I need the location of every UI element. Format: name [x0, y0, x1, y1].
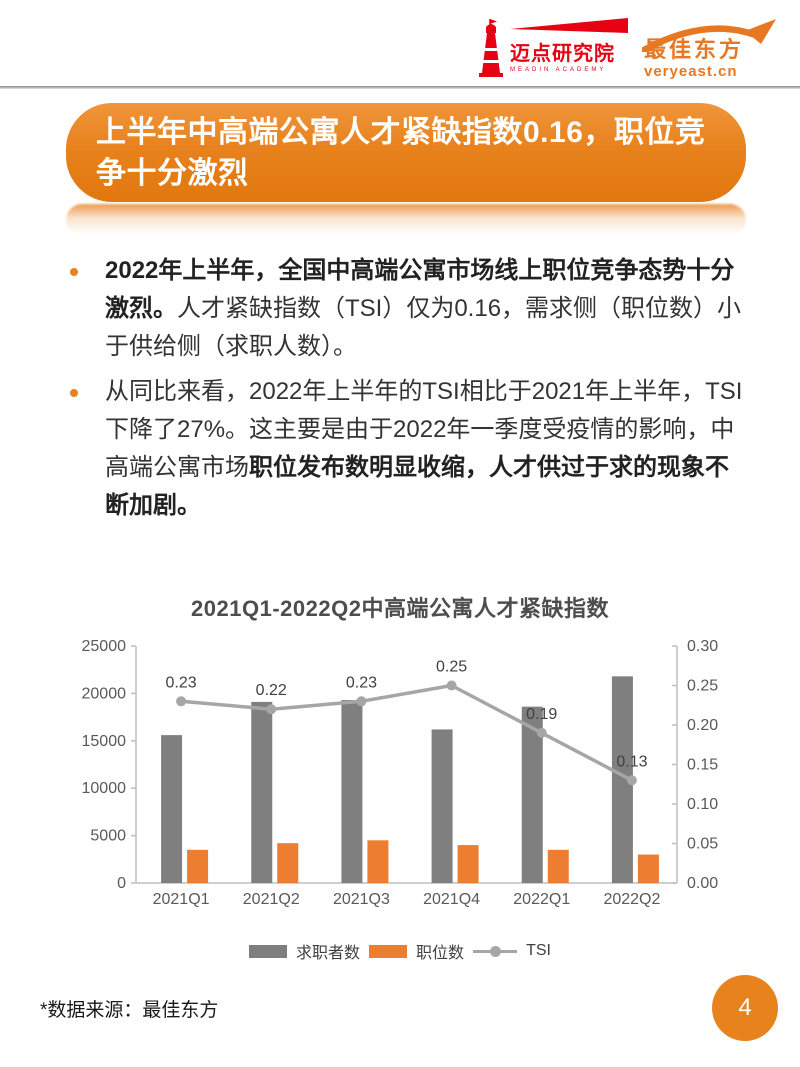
- veryeast-logo: 最佳东方 veryeast.cn: [640, 18, 778, 80]
- bullet-2-bold-segment: 职位发布数明显收缩，人才供过于求的现象不断加剧。: [105, 454, 729, 519]
- tick-label-right: 0.05: [687, 836, 718, 853]
- tick-label-left: 0: [117, 875, 126, 892]
- bullet-2-regular-segment: 从同比来看，2022年上半年的TSI相比于2021年上半年，TSI下降了27%。…: [105, 378, 743, 481]
- bullet-list: 2022年上半年，全国中高端公寓市场线上职位竞争态势十分激烈。人才紧缺指数（TS…: [70, 252, 748, 532]
- tick-label-left: 5000: [90, 828, 126, 845]
- marker-tsi-2021Q2: [266, 704, 277, 715]
- bar-positions-2021Q3: [367, 840, 389, 883]
- tick-label-left: 25000: [82, 638, 127, 655]
- bullet-dot-icon: [70, 268, 78, 276]
- legend-swatch-jobseekers: [249, 944, 288, 958]
- meadin-logo-subtext: MEADIN ACADEMY: [510, 67, 607, 73]
- bullet-item-1: 2022年上半年，全国中高端公寓市场线上职位竞争态势十分激烈。人才紧缺指数（TS…: [70, 252, 748, 366]
- title-banner: 上半年中高端公寓人才紧缺指数0.16，职位竞争十分激烈: [66, 103, 746, 202]
- tick-label-right: 0.30: [687, 638, 718, 655]
- page-title: 上半年中高端公寓人才紧缺指数0.16，职位竞争十分激烈: [96, 115, 706, 190]
- legend-label-positions: 职位数: [416, 945, 465, 962]
- bar-jobseekers-2022Q2: [611, 676, 633, 883]
- legend-label-jobseekers: 求职者数: [296, 945, 361, 962]
- bar-positions-2022Q1: [547, 849, 569, 883]
- legend-label-tsi: TSI: [526, 942, 551, 959]
- bar-positions-2021Q2: [277, 843, 299, 883]
- data-label-tsi-2021Q3: 0.23: [346, 674, 377, 691]
- marker-tsi-2022Q1: [536, 727, 547, 738]
- category-label: 2022Q2: [603, 891, 660, 908]
- tick-label-right: 0.10: [687, 796, 718, 813]
- chart-legend: 求职者数 职位数 TSI: [0, 939, 800, 963]
- meadin-logo-text: 迈点研究院: [510, 43, 615, 65]
- marker-tsi-2022Q2: [626, 775, 637, 786]
- bullet-text-1: 2022年上半年，全国中高端公寓市场线上职位竞争态势十分激烈。人才紧缺指数（TS…: [105, 252, 748, 366]
- tick-label-right: 0.15: [687, 757, 718, 774]
- bar-jobseekers-2021Q3: [341, 700, 363, 883]
- header-logos: 迈点研究院 MEADIN ACADEMY 最佳东方 veryeast.cn: [476, 18, 776, 80]
- bullet-text-2: 从同比来看，2022年上半年的TSI相比于2021年上半年，TSI下降了27%。…: [105, 373, 748, 525]
- bullet-dot-icon: [70, 389, 78, 397]
- marker-tsi-2021Q4: [446, 680, 457, 691]
- chart-title: 2021Q1-2022Q2中高端公寓人才紧缺指数: [191, 596, 609, 621]
- bar-positions-2022Q2: [637, 854, 659, 883]
- category-label: 2021Q4: [423, 891, 480, 908]
- data-label-tsi-2021Q2: 0.22: [256, 682, 287, 699]
- bullet-1-regular-segment: 人才紧缺指数（TSI）仅为0.16，需求侧（职位数）小于供给侧（求职人数）。: [105, 295, 742, 360]
- tick-label-right: 0.00: [687, 875, 718, 892]
- category-label: 2021Q3: [333, 891, 390, 908]
- veryeast-swoosh-icon: [640, 18, 778, 57]
- tick-label-right: 0.20: [687, 717, 718, 734]
- page-number-badge: 4: [712, 975, 778, 1041]
- tick-label-left: 15000: [82, 733, 127, 750]
- tsi-combo-chart: 0 5000 10000 15000 20000 25000 0.00 0.05 0.10 0.1…: [72, 632, 732, 916]
- chart-canvas: 0 5000 10000 15000 20000 25000 0.00 0.05 0.10 0.1…: [82, 638, 719, 908]
- banner-reflection: [66, 204, 746, 236]
- legend-swatch-positions: [369, 944, 408, 958]
- bullet-1-bold-segment: 2022年上半年，全国中高端公寓市场线上职位竞争态势十分激烈。: [105, 257, 735, 322]
- data-label-tsi-2022Q2: 0.13: [616, 753, 647, 770]
- tick-label-left: 20000: [82, 685, 127, 702]
- bar-positions-2021Q4: [457, 845, 479, 883]
- line-tsi: [180, 683, 633, 782]
- meadin-beam-icon: [510, 18, 628, 42]
- tick-label-right: 0.25: [687, 678, 718, 695]
- marker-tsi-2021Q1: [176, 696, 187, 707]
- category-label: 2021Q2: [243, 891, 300, 908]
- tick-label-left: 10000: [82, 780, 127, 797]
- data-label-tsi-2022Q1: 0.19: [526, 706, 557, 723]
- bullet-item-2: 从同比来看，2022年上半年的TSI相比于2021年上半年，TSI下降了27%。…: [70, 373, 748, 525]
- meadin-logo: 迈点研究院 MEADIN ACADEMY: [476, 18, 628, 80]
- bar-positions-2021Q1: [187, 849, 209, 883]
- category-label: 2022Q1: [513, 891, 570, 908]
- data-label-tsi-2021Q4: 0.25: [436, 659, 467, 676]
- legend-marker-tsi: [473, 945, 518, 958]
- bar-jobseekers-2022Q1: [521, 706, 543, 883]
- marker-tsi-2021Q3: [356, 696, 367, 707]
- data-source-note: *数据来源：最佳东方: [40, 1000, 219, 1021]
- veryeast-domain-text: veryeast.cn: [644, 63, 738, 80]
- bar-jobseekers-2021Q2: [251, 701, 273, 883]
- header-divider: [0, 86, 800, 89]
- category-label: 2021Q1: [153, 891, 210, 908]
- data-label-tsi-2021Q1: 0.23: [166, 674, 197, 691]
- lighthouse-icon: [476, 18, 506, 83]
- bar-jobseekers-2021Q4: [431, 729, 453, 883]
- veryeast-logo-text: 最佳东方: [644, 37, 745, 62]
- bar-jobseekers-2021Q1: [161, 735, 183, 883]
